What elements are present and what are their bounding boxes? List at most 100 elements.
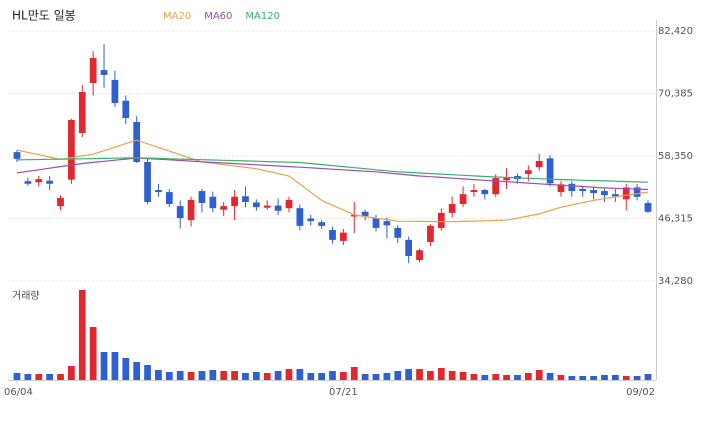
volume-bar: [340, 372, 347, 380]
volume-bar: [535, 370, 543, 380]
volume-bar: [481, 375, 489, 380]
candle-body: [144, 161, 151, 202]
volume-bar: [579, 376, 587, 380]
ma-line: [16, 157, 649, 191]
candle-body: [187, 199, 195, 221]
candle-body: [209, 196, 217, 209]
volume-bar: [514, 375, 521, 380]
volume-bar: [524, 373, 532, 380]
candle-body: [252, 202, 260, 208]
chart-title: HL만도 일봉: [12, 9, 76, 23]
candle-body: [361, 211, 369, 216]
candle-body: [68, 120, 75, 180]
y-tick-label: 58,350: [658, 151, 693, 162]
candle-body: [46, 180, 54, 184]
candle-body: [579, 188, 587, 192]
volume-bar: [590, 376, 597, 380]
volume-bar: [427, 371, 434, 380]
volume-bar: [252, 372, 260, 380]
candle-body: [437, 212, 445, 228]
volume-bar: [416, 369, 423, 380]
volume-bar: [220, 371, 228, 380]
candle-body: [274, 205, 282, 211]
candle-body: [329, 230, 336, 240]
candle-body: [611, 194, 619, 197]
candle-body: [568, 183, 576, 192]
volume-bar: [633, 376, 641, 380]
y-tick-label: 46,315: [658, 214, 693, 225]
candle-body: [231, 196, 238, 207]
candle-body: [557, 184, 565, 193]
volume-bar: [296, 369, 304, 380]
legend-entry: MA120: [245, 11, 280, 22]
candle-body: [394, 227, 402, 238]
volume-bar: [46, 374, 54, 380]
volume-bar: [231, 371, 238, 380]
volume-bar: [372, 374, 380, 380]
candle-body: [503, 178, 510, 181]
candle-body: [296, 208, 304, 226]
candle-body: [318, 222, 325, 226]
candle-body: [133, 121, 141, 162]
volume-bar: [133, 362, 141, 380]
volume-bar: [144, 365, 151, 380]
volume-bar: [644, 374, 652, 380]
volume-bar: [437, 368, 445, 380]
ma-line: [16, 139, 649, 223]
candle-body: [57, 197, 64, 207]
volume-bar: [546, 373, 554, 380]
volume-bar: [394, 371, 402, 380]
candle-body: [546, 158, 554, 184]
volume-bar: [611, 375, 619, 380]
candle-body: [242, 196, 249, 202]
volume-bar: [78, 290, 86, 380]
volume-bar: [557, 375, 565, 380]
x-tick-label: 09/02: [626, 387, 655, 398]
volume-bar: [405, 369, 413, 380]
candle-body: [416, 250, 423, 261]
volume-bar: [35, 374, 43, 380]
volume-bar: [13, 373, 21, 380]
candle-body: [89, 58, 97, 83]
volume-bar: [176, 371, 184, 380]
candle-body: [633, 187, 641, 197]
candle-body: [405, 239, 413, 256]
candle-body: [470, 190, 478, 193]
ma-line: [16, 157, 649, 183]
candle-body: [492, 178, 500, 195]
volume-bar: [242, 373, 249, 380]
candle-body: [644, 202, 652, 212]
candle-body: [35, 179, 43, 183]
volume-bar: [155, 370, 162, 380]
volume-bar: [68, 366, 75, 380]
candle-body: [601, 191, 608, 196]
candle-body: [285, 199, 293, 209]
candle-body: [459, 194, 467, 205]
volume-bar: [209, 370, 217, 380]
candle-body: [524, 170, 532, 174]
candle-body: [176, 206, 184, 219]
candle-body: [100, 70, 108, 75]
candle-body: [622, 187, 630, 200]
volume-bar: [470, 374, 478, 380]
volume-bar: [165, 372, 173, 380]
volume-bar: [622, 376, 630, 380]
legend-entry: MA20: [163, 11, 191, 22]
volume-label: 거래량: [12, 290, 40, 302]
volume-bar: [568, 376, 576, 380]
candle-body: [307, 218, 315, 222]
candle-body: [220, 206, 228, 210]
candle-body: [481, 190, 489, 195]
volume-bar: [329, 371, 336, 380]
volume-bar: [263, 373, 271, 380]
volume-bar: [198, 371, 206, 380]
legend-entry: MA60: [204, 11, 232, 22]
candle-body: [350, 214, 358, 217]
volume-bar: [111, 352, 119, 380]
candle-body: [155, 190, 162, 193]
volume-bar: [122, 358, 130, 380]
volume-bar: [187, 372, 195, 380]
x-tick-label: 06/04: [4, 387, 33, 398]
x-tick-label: 07/21: [329, 387, 358, 398]
